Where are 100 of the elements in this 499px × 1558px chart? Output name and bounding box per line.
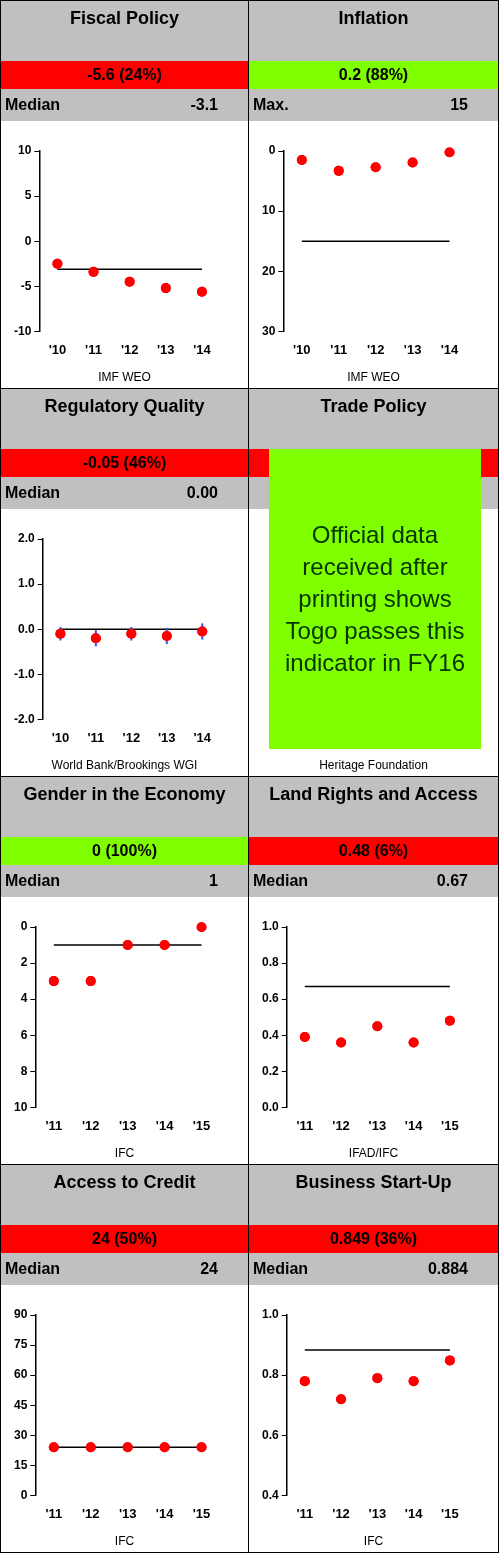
chart-title: Inflation — [249, 1, 498, 61]
chart-subtitle: -0.05 (46%) — [1, 449, 248, 477]
y-tick-label: 15 — [13, 1457, 28, 1472]
x-tick-label: '14 — [193, 341, 212, 357]
text: -3.1 — [190, 95, 218, 115]
x-tick-label: '11 — [296, 1505, 314, 1521]
x-tick-label: '11 — [45, 1117, 63, 1133]
chart-subtitle: 0 (100%) — [1, 837, 248, 865]
x-tick-label: '13 — [157, 341, 175, 357]
x-tick-label: '11 — [85, 341, 102, 357]
y-tick-label: 0.4 — [261, 1487, 279, 1502]
x-tick-label: '15 — [192, 1505, 211, 1521]
chart-subtitle: -5.6 (24%) — [1, 61, 248, 89]
x-tick-label: '12 — [366, 341, 385, 357]
y-tick-label: 2.0 — [17, 531, 35, 546]
x-tick-label: '12 — [81, 1505, 100, 1521]
y-tick-label: -1.0 — [13, 666, 35, 681]
y-tick-label: 0 — [20, 1487, 28, 1502]
y-tick-label: 0.4 — [261, 1027, 279, 1042]
y-tick-label: 0.0 — [17, 621, 35, 636]
y-tick-label: 0.8 — [261, 955, 279, 970]
x-tick-label: '11 — [45, 1505, 63, 1521]
y-tick-label: 45 — [13, 1397, 28, 1412]
ref-line-label: Median — [253, 871, 309, 891]
x-tick-label: '12 — [332, 1505, 350, 1521]
chart-subtitle: 24 (50%) — [1, 1225, 248, 1253]
y-tick-label: 0 — [20, 919, 28, 934]
x-tick-label: '15 — [441, 1505, 459, 1521]
y-tick-label: 1.0 — [17, 576, 35, 591]
y-tick-label: -5 — [20, 278, 32, 293]
y-tick-label: 0 — [268, 143, 276, 158]
y-tick-label: -2.0 — [13, 711, 35, 726]
x-tick-label: '14 — [440, 341, 460, 357]
y-tick-label: 30 — [13, 1427, 28, 1442]
chart-title: Access to Credit — [1, 1165, 248, 1225]
text: IFAD/IFC — [347, 1145, 400, 1162]
text: IFC — [113, 1533, 136, 1550]
x-tick-label: '11 — [296, 1117, 314, 1133]
text: World Bank/Brookings WGI — [50, 757, 199, 774]
x-tick-label: '10 — [48, 341, 67, 357]
y-tick-label: 1.0 — [261, 919, 279, 934]
y-tick-label: 0.6 — [261, 1427, 279, 1442]
x-tick-label: '15 — [441, 1117, 459, 1133]
text: 1 — [209, 871, 218, 891]
x-tick-label: '13 — [118, 1505, 137, 1521]
y-tick-label: 8 — [20, 1063, 28, 1078]
ref-line-label: Median — [5, 483, 61, 503]
x-tick-label: '12 — [332, 1117, 350, 1133]
text: Heritage Foundation — [318, 757, 429, 774]
y-tick-label: 5 — [24, 188, 32, 203]
chart-subtitle: 0.2 (88%) — [249, 61, 498, 89]
y-tick-label: 75 — [13, 1337, 28, 1352]
chart-title: Land Rights and Access — [249, 777, 498, 837]
text: Official data received after printing shows Togo passes this indicator in FY16 — [269, 449, 481, 749]
ref-line-label: Median — [5, 1259, 61, 1279]
text: IFC — [362, 1533, 385, 1550]
y-tick-label: 2 — [20, 955, 28, 970]
y-tick-label: -10 — [14, 323, 32, 338]
x-tick-label: '12 — [81, 1117, 100, 1133]
x-tick-label: '15 — [192, 1117, 211, 1133]
ref-line-label: Median — [253, 1259, 309, 1279]
x-tick-label: '12 — [120, 341, 139, 357]
y-tick-label: 30 — [261, 323, 276, 338]
x-tick-label: '11 — [87, 729, 105, 745]
text: 0.00 — [186, 483, 218, 503]
chart-subtitle: 0.48 (6%) — [249, 837, 498, 865]
y-tick-label: 20 — [261, 263, 276, 278]
text: IFC — [113, 1145, 136, 1162]
chart-title: Business Start-Up — [249, 1165, 498, 1225]
x-tick-label: '13 — [368, 1117, 387, 1133]
x-tick-label: '14 — [404, 1117, 424, 1133]
y-tick-label: 60 — [13, 1367, 28, 1382]
y-tick-label: 0.6 — [261, 991, 279, 1006]
y-tick-label: 10 — [17, 143, 32, 158]
y-tick-label: 4 — [20, 991, 28, 1006]
x-tick-label: '14 — [193, 729, 212, 745]
x-tick-label: '13 — [368, 1505, 387, 1521]
y-tick-label: 10 — [261, 203, 276, 218]
text: IMF WEO — [346, 369, 401, 386]
y-tick-label: 10 — [13, 1099, 28, 1114]
y-tick-label: 0.2 — [261, 1063, 279, 1078]
text: 15 — [450, 95, 468, 115]
x-tick-label: '14 — [155, 1117, 175, 1133]
x-tick-label: '10 — [51, 729, 70, 745]
x-tick-label: '14 — [404, 1505, 424, 1521]
y-tick-label: 1.0 — [261, 1307, 279, 1322]
chart-title: Gender in the Economy — [1, 777, 248, 837]
y-tick-label: 0 — [24, 233, 32, 248]
ref-line-label: Max. — [253, 95, 289, 115]
x-tick-label: '13 — [118, 1117, 137, 1133]
x-tick-label: '11 — [330, 341, 348, 357]
y-tick-label: 6 — [20, 1027, 28, 1042]
x-tick-label: '12 — [122, 729, 141, 745]
chart-title: Fiscal Policy — [1, 1, 248, 61]
text: 24 — [200, 1259, 218, 1279]
y-tick-label: 0.8 — [261, 1367, 279, 1382]
ref-line-label: Median — [5, 95, 61, 115]
chart-subtitle: 0.849 (36%) — [249, 1225, 498, 1253]
x-tick-label: '13 — [403, 341, 422, 357]
chart-title: Regulatory Quality — [1, 389, 248, 449]
